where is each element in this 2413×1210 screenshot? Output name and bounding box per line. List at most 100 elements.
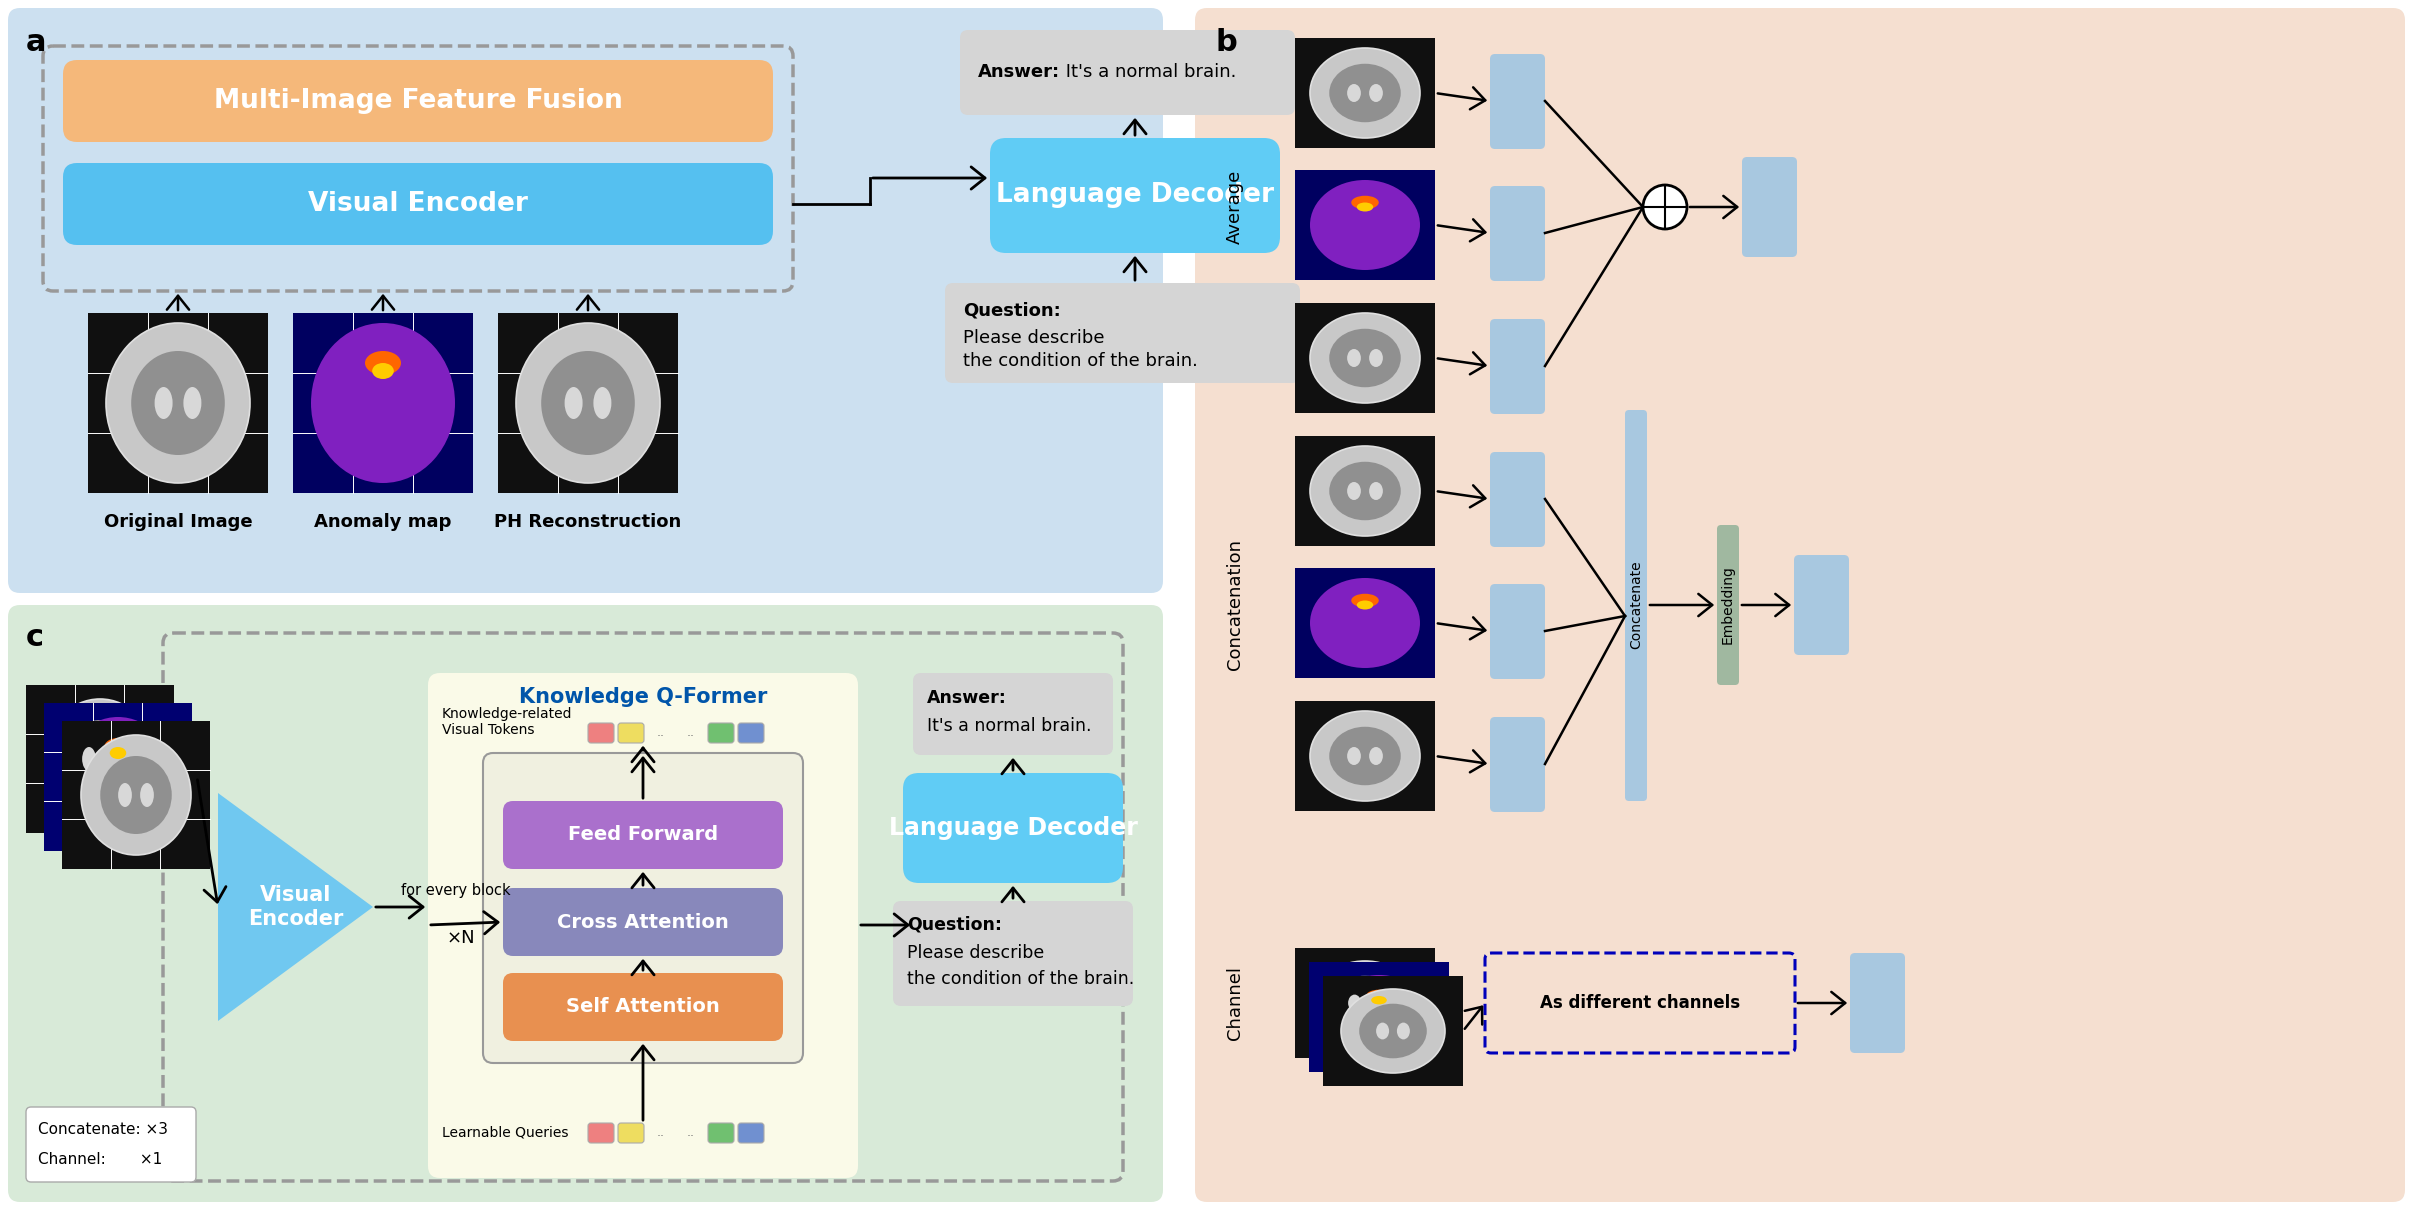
Ellipse shape: [516, 323, 661, 483]
Ellipse shape: [109, 747, 125, 759]
Text: ..: ..: [688, 726, 695, 739]
Polygon shape: [217, 793, 374, 1021]
FancyBboxPatch shape: [1489, 54, 1544, 149]
FancyBboxPatch shape: [707, 1123, 734, 1143]
Ellipse shape: [1356, 202, 1373, 212]
Ellipse shape: [1310, 578, 1419, 668]
Text: the condition of the brain.: the condition of the brain.: [963, 352, 1197, 370]
FancyBboxPatch shape: [893, 901, 1134, 1006]
FancyBboxPatch shape: [502, 801, 782, 869]
Ellipse shape: [541, 351, 635, 455]
Ellipse shape: [1327, 975, 1431, 1059]
Bar: [1308, 962, 1448, 1072]
Ellipse shape: [1313, 961, 1416, 1045]
Text: Language Decoder: Language Decoder: [997, 182, 1274, 208]
Text: Concatenate: ×3: Concatenate: ×3: [39, 1122, 169, 1136]
Ellipse shape: [311, 323, 456, 483]
Text: Original Image: Original Image: [104, 513, 253, 531]
Text: Embedding: Embedding: [1720, 565, 1735, 645]
FancyBboxPatch shape: [1793, 555, 1848, 655]
Bar: [1296, 302, 1436, 413]
Text: ..: ..: [656, 726, 666, 739]
FancyBboxPatch shape: [27, 1107, 195, 1182]
Ellipse shape: [594, 387, 610, 419]
FancyBboxPatch shape: [960, 30, 1296, 115]
Text: Visual Encoder: Visual Encoder: [309, 191, 528, 217]
Ellipse shape: [1346, 348, 1361, 367]
FancyBboxPatch shape: [1742, 157, 1798, 257]
Text: Learnable Queries: Learnable Queries: [442, 1127, 569, 1140]
FancyBboxPatch shape: [7, 605, 1163, 1202]
Text: Anomaly map: Anomaly map: [314, 513, 451, 531]
Text: ..: ..: [656, 1127, 666, 1140]
Text: for every block: for every block: [401, 883, 512, 899]
Ellipse shape: [104, 738, 133, 756]
FancyBboxPatch shape: [707, 724, 734, 743]
Text: It's a normal brain.: It's a normal brain.: [1059, 63, 1235, 81]
Ellipse shape: [1310, 48, 1419, 138]
FancyBboxPatch shape: [1851, 953, 1904, 1053]
Ellipse shape: [1330, 462, 1402, 520]
Bar: [1296, 38, 1436, 148]
Text: ×N: ×N: [446, 929, 475, 947]
Text: Knowledge Q-Former: Knowledge Q-Former: [519, 687, 767, 707]
Circle shape: [1643, 185, 1687, 229]
Ellipse shape: [65, 720, 135, 799]
Bar: [497, 313, 678, 492]
FancyBboxPatch shape: [502, 888, 782, 956]
Text: ..: ..: [688, 1127, 695, 1140]
FancyBboxPatch shape: [1489, 584, 1544, 679]
Ellipse shape: [1397, 1022, 1409, 1039]
Ellipse shape: [154, 387, 174, 419]
Ellipse shape: [1346, 83, 1361, 102]
Ellipse shape: [1330, 727, 1402, 785]
Ellipse shape: [46, 699, 154, 819]
Text: Question:: Question:: [907, 916, 1001, 934]
Text: PH Reconstruction: PH Reconstruction: [495, 513, 680, 531]
Ellipse shape: [63, 718, 174, 837]
Ellipse shape: [1346, 482, 1361, 500]
Text: Cross Attention: Cross Attention: [557, 912, 729, 932]
Ellipse shape: [1368, 995, 1383, 1012]
FancyBboxPatch shape: [483, 753, 804, 1064]
Ellipse shape: [140, 783, 154, 807]
Text: Visual Tokens: Visual Tokens: [442, 724, 536, 737]
FancyBboxPatch shape: [912, 673, 1112, 755]
Ellipse shape: [372, 363, 393, 379]
Ellipse shape: [1375, 1022, 1390, 1039]
FancyBboxPatch shape: [618, 1123, 644, 1143]
Ellipse shape: [104, 747, 118, 771]
Ellipse shape: [82, 734, 191, 855]
Text: Please describe: Please describe: [963, 329, 1105, 347]
Ellipse shape: [1368, 482, 1383, 500]
FancyBboxPatch shape: [63, 60, 772, 142]
Ellipse shape: [1359, 1004, 1426, 1059]
Bar: [1296, 947, 1436, 1058]
FancyBboxPatch shape: [502, 973, 782, 1041]
FancyBboxPatch shape: [989, 138, 1279, 253]
Bar: [87, 313, 268, 492]
FancyBboxPatch shape: [1489, 718, 1544, 812]
Text: It's a normal brain.: It's a normal brain.: [927, 718, 1091, 734]
Ellipse shape: [1310, 313, 1419, 403]
Ellipse shape: [1332, 975, 1400, 1030]
Text: Concatenate: Concatenate: [1629, 560, 1643, 650]
Bar: [63, 721, 210, 869]
Text: Concatenation: Concatenation: [1226, 540, 1245, 670]
FancyBboxPatch shape: [902, 773, 1122, 883]
Text: Average: Average: [1226, 169, 1245, 244]
Bar: [1296, 567, 1436, 678]
FancyBboxPatch shape: [589, 1123, 613, 1143]
Text: As different channels: As different channels: [1539, 993, 1740, 1012]
FancyBboxPatch shape: [946, 283, 1301, 384]
Ellipse shape: [1346, 747, 1361, 765]
FancyBboxPatch shape: [63, 163, 772, 244]
Ellipse shape: [1351, 196, 1378, 209]
Ellipse shape: [1330, 329, 1402, 387]
Ellipse shape: [130, 351, 224, 455]
Ellipse shape: [1310, 711, 1419, 801]
Text: Self Attention: Self Attention: [567, 997, 719, 1016]
Text: Channel:       ×1: Channel: ×1: [39, 1152, 162, 1166]
Text: Answer:: Answer:: [977, 63, 1059, 81]
Ellipse shape: [364, 351, 401, 375]
